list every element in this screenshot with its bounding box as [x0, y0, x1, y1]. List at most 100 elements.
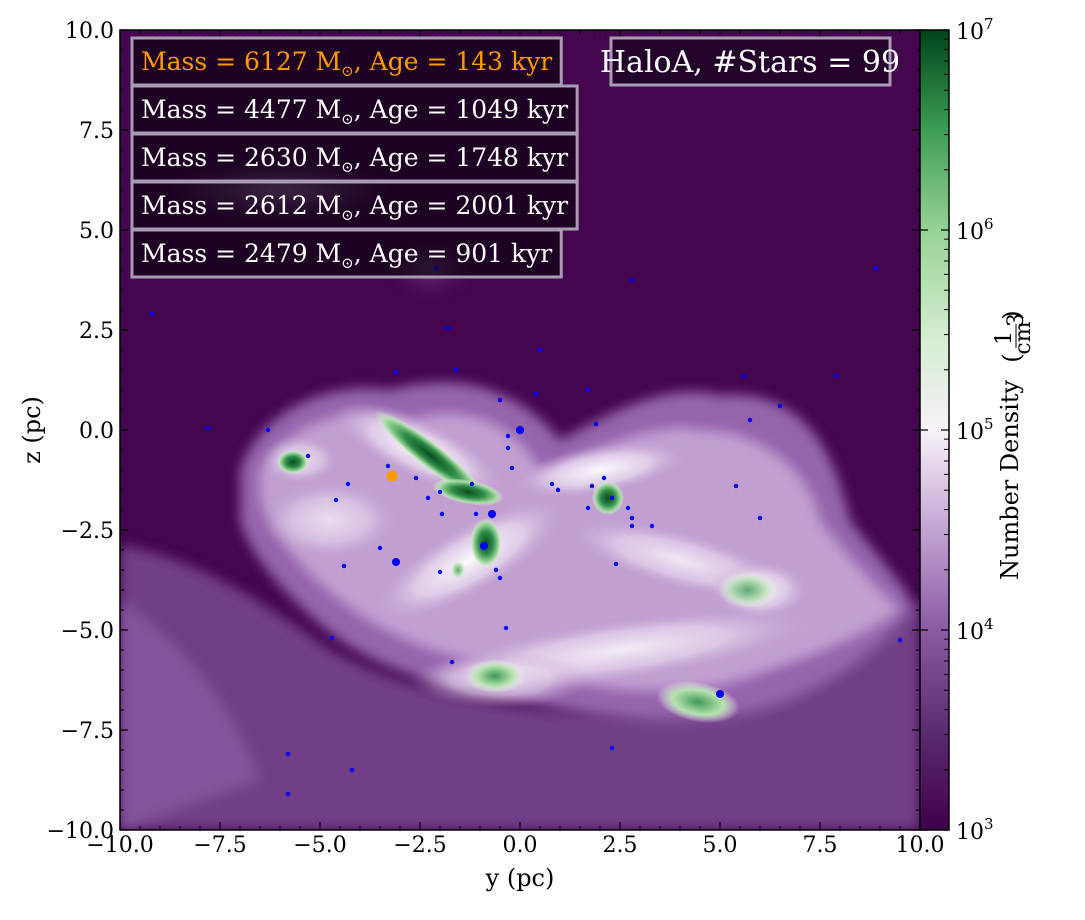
star-marker [537, 347, 543, 353]
legend-text: Mass = 2479 M⊙, Age = 901 kyr [141, 239, 552, 272]
colorbar-tick-label: 104 [956, 615, 994, 645]
colorbar: 103 104 105 106 107 Number Density ( 1 cm 3 … [919, 15, 1036, 845]
star-marker [329, 635, 335, 641]
y-tick-label: −10.0 [47, 819, 114, 844]
star-marker [733, 483, 739, 489]
star-marker [509, 465, 515, 471]
star-marker [449, 659, 455, 665]
y-axis: −10.0 −7.5 −5.0 −2.5 0.0 2.5 5.0 7.5 10.0 [47, 19, 920, 844]
colorbar-tick-label: 106 [956, 215, 994, 245]
star-marker [625, 505, 631, 511]
x-tick-label: −2.5 [393, 833, 446, 858]
star-legend: Mass = 6127 M⊙, Age = 143 kyr Mass = 4477… [130, 36, 579, 279]
star-marker [469, 481, 475, 487]
star-marker-large [516, 426, 524, 434]
colorbar-tick-label: 107 [956, 15, 994, 45]
y-tick-label: 10.0 [65, 19, 114, 44]
y-tick-label: 0.0 [79, 419, 114, 444]
star-marker [497, 575, 503, 581]
star-marker [609, 495, 615, 501]
star-marker [741, 373, 747, 379]
colorbar-label-text: Number Density [996, 380, 1024, 580]
star-marker [649, 523, 655, 529]
star-marker [437, 489, 443, 495]
y-tick-label: 5.0 [79, 219, 114, 244]
legend-box: Mass = 2630 M⊙, Age = 1748 kyr [130, 132, 579, 183]
y-tick-label: −5.0 [61, 619, 114, 644]
star-marker [629, 523, 635, 529]
x-tick-label: −10.0 [86, 833, 153, 858]
star-marker [505, 445, 511, 451]
star-marker [503, 625, 509, 631]
legend-box: Mass = 4477 M⊙, Age = 1049 kyr [130, 84, 579, 135]
star-marker [629, 515, 635, 521]
colorbar-label: Number Density ( 1 cm 3 ) [992, 310, 1036, 580]
y-tick-label: −2.5 [61, 519, 114, 544]
x-tick-label: 10.0 [896, 833, 945, 858]
star-marker [533, 391, 539, 397]
star-marker [585, 505, 591, 511]
colorbar-unit-exponent: 3 [1004, 313, 1029, 327]
legend-text: Mass = 4477 M⊙, Age = 1049 kyr [141, 95, 568, 128]
star-marker [453, 367, 459, 373]
y-tick-label: 2.5 [79, 319, 114, 344]
colorbar-paren-open: ( [998, 353, 1026, 362]
star-marker [833, 373, 839, 379]
star-marker [345, 481, 351, 487]
colorbar-tick-label: 103 [956, 815, 994, 845]
star-marker [589, 483, 595, 489]
x-axis: −10.0 −7.5 −5.0 −2.5 0.0 2.5 5.0 7.5 10.0 [86, 30, 944, 858]
star-marker [549, 481, 555, 487]
star-marker [601, 475, 607, 481]
star-marker [585, 387, 591, 393]
colorbar-paren-close: ) [998, 310, 1026, 319]
star-marker [473, 511, 479, 517]
star-marker [393, 369, 399, 375]
star-marker-large [716, 690, 724, 698]
star-marker [613, 561, 619, 567]
x-tick-label: −7.5 [193, 833, 246, 858]
x-tick-label: 2.5 [603, 833, 638, 858]
star-marker [265, 427, 271, 433]
star-marker-large [392, 558, 400, 566]
star-marker [493, 567, 499, 573]
star-marker-large [488, 510, 496, 518]
star-markers [149, 265, 903, 797]
legend-text: Mass = 6127 M⊙, Age = 143 kyr [141, 47, 552, 80]
x-axis-label: y (pc) [485, 864, 555, 892]
star-marker [385, 463, 391, 469]
legend-text: Mass = 2612 M⊙, Age = 2001 kyr [141, 191, 568, 224]
colorbar-unit-numerator: 1 [992, 331, 1017, 345]
star-marker [341, 563, 347, 569]
star-marker [413, 475, 419, 481]
star-marker [873, 265, 879, 271]
star-marker [425, 495, 431, 501]
title-box: HaloA, #Stars = 99 [600, 36, 900, 87]
highlight-star-marker [386, 470, 398, 482]
star-marker [593, 421, 599, 427]
star-marker [445, 325, 451, 331]
star-marker [897, 637, 903, 643]
x-tick-label: 0.0 [503, 833, 538, 858]
star-marker [747, 417, 753, 423]
star-marker [609, 745, 615, 751]
star-marker [377, 545, 383, 551]
star-marker [497, 397, 503, 403]
chart-title: HaloA, #Stars = 99 [600, 45, 900, 80]
y-tick-label: −7.5 [61, 719, 114, 744]
star-marker [629, 277, 635, 283]
star-marker [285, 791, 291, 797]
y-axis-label: z (pc) [18, 396, 46, 464]
y-tick-label: 7.5 [79, 119, 114, 144]
x-tick-label: 5.0 [703, 833, 738, 858]
legend-text: Mass = 2630 M⊙, Age = 1748 kyr [141, 143, 568, 176]
star-marker [305, 453, 311, 459]
legend-box: Mass = 2612 M⊙, Age = 2001 kyr [130, 180, 579, 231]
star-marker [149, 311, 155, 317]
star-marker [757, 515, 763, 521]
star-marker [437, 569, 443, 575]
x-tick-label: −5.0 [293, 833, 346, 858]
legend-box: Mass = 6127 M⊙, Age = 143 kyr [130, 36, 563, 87]
star-marker [349, 767, 355, 773]
